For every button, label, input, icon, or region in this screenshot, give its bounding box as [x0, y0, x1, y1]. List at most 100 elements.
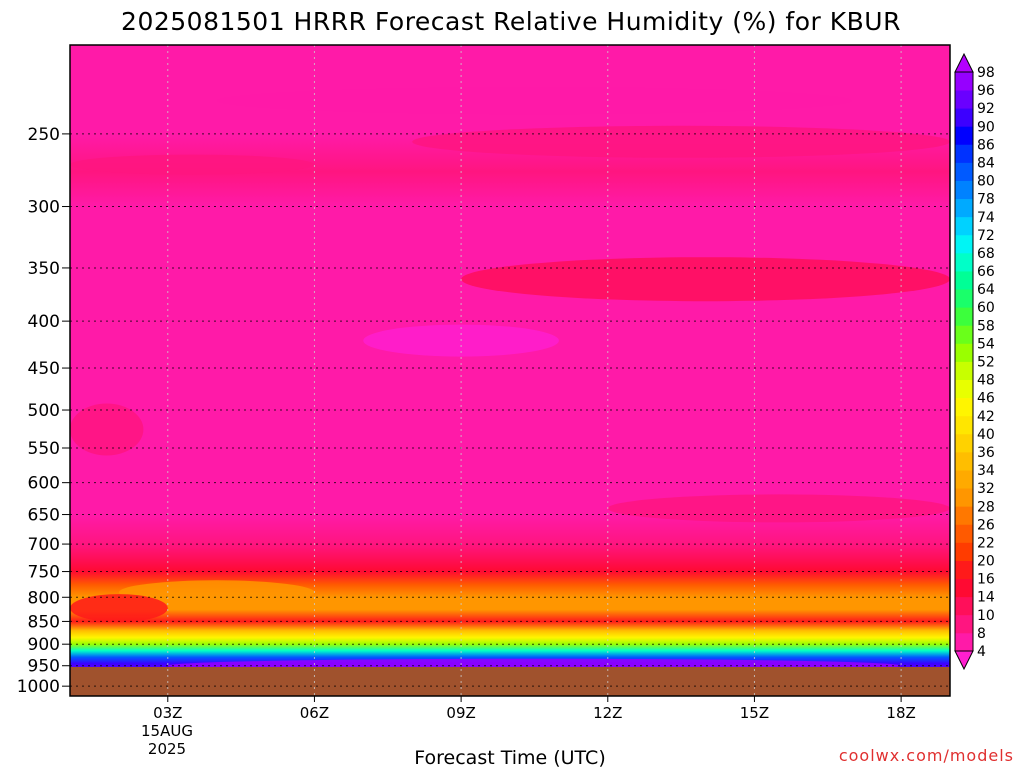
plot-frame [69, 44, 951, 697]
y-tick-label: 400 [28, 312, 60, 332]
colorbar-label: 32 [977, 481, 995, 497]
colorbar-swatch [955, 542, 973, 561]
colorbar-label: 84 [977, 156, 995, 172]
colorbar: 4810141620222628323436404246485254586064… [954, 52, 995, 671]
x-tick-label: 15Z [740, 704, 769, 722]
colorbar-label: 64 [977, 282, 995, 298]
colorbar-label: 28 [977, 499, 995, 515]
x-tick-label: 18Z [886, 704, 915, 722]
y-tick-label: 650 [28, 506, 60, 526]
colorbar-swatch [955, 144, 973, 163]
y-tick-label: 600 [28, 474, 60, 494]
grid-lines [70, 45, 950, 696]
colorbar-label: 36 [977, 445, 995, 461]
moist-patch-left-low [70, 403, 144, 456]
colorbar-label: 52 [977, 355, 995, 371]
colorbar-label: 98 [977, 65, 995, 81]
colorbar-swatch [955, 343, 973, 362]
x-axis-label: Forecast Time (UTC) [414, 747, 605, 768]
colorbar-label: 42 [977, 409, 995, 425]
colorbar-swatch [955, 126, 973, 145]
colorbar-swatch [955, 72, 973, 91]
colorbar-swatch [955, 614, 973, 634]
colorbar-swatch [955, 578, 973, 598]
colorbar-swatch [955, 415, 973, 435]
colorbar-label: 58 [977, 318, 995, 334]
colorbar-swatch [955, 307, 973, 326]
x-date-year: 2025 [148, 740, 186, 758]
colorbar-label: 74 [977, 210, 995, 226]
colorbar-max-arrow [954, 52, 974, 73]
moist-band-upper [216, 86, 853, 115]
colorbar-swatch [955, 470, 973, 489]
colorbar-swatch [955, 361, 973, 380]
chart-title: 2025081501 HRRR Forecast Relative Humidi… [121, 7, 901, 36]
colorbar-label: 80 [977, 174, 995, 190]
y-tick-label: 950 [28, 657, 60, 677]
colorbar-swatch [955, 271, 973, 290]
colorbar-label: 86 [977, 137, 995, 153]
y-tick-label: 350 [28, 259, 60, 279]
colorbar-label: 60 [977, 300, 995, 316]
colorbar-label: 48 [977, 373, 995, 389]
colorbar-swatch [955, 180, 973, 200]
colorbar-min-arrow [954, 650, 974, 671]
moist-band-lower [607, 494, 950, 523]
x-date-day: 15AUG [141, 722, 193, 740]
colorbar-label: 90 [977, 119, 995, 135]
terrain-below-ground [70, 667, 950, 696]
y-axis: 250 300 350 400 450 500 550 600 650 700 750 800 850 9… [17, 125, 70, 697]
x-tick-label: 09Z [446, 704, 475, 722]
colorbar-label: 92 [977, 101, 995, 117]
y-tick-label: 300 [28, 198, 60, 218]
colorbar-swatch [955, 162, 973, 181]
colorbar-swatch [955, 632, 973, 652]
colorbar-swatch [955, 216, 973, 236]
colorbar-label: 14 [977, 590, 995, 606]
colorbar-label: 78 [977, 192, 995, 208]
y-tick-label: 700 [28, 535, 60, 555]
y-tick-label: 1000 [17, 677, 60, 697]
colorbar-swatch [955, 433, 973, 453]
colorbar-label: 34 [977, 463, 995, 479]
colorbar-swatch [955, 198, 973, 218]
colorbar-swatch [955, 379, 973, 399]
y-tick-label: 500 [28, 401, 60, 421]
colorbar-label: 96 [977, 83, 995, 99]
y-tick-label: 750 [28, 563, 60, 583]
colorbar-swatch [955, 506, 973, 525]
colorbar-label: 46 [977, 391, 995, 407]
x-axis: 03Z 06Z 09Z 12Z 15Z 18Z [153, 696, 916, 722]
plot-area [70, 45, 950, 696]
colorbar-swatch [955, 560, 973, 580]
colorbar-label: 66 [977, 264, 995, 280]
moist-band-upper-2 [412, 125, 950, 158]
x-tick-label: 06Z [300, 704, 329, 722]
colorbar-swatch [955, 325, 973, 344]
colorbar-swatch [955, 524, 973, 543]
colorbar-frame [954, 71, 974, 652]
red-patch-left [70, 594, 168, 623]
colorbar-swatch [955, 252, 973, 272]
colorbar-label: 72 [977, 228, 995, 244]
colorbar-swatch [955, 289, 973, 308]
x-tick-label: 03Z [153, 704, 182, 722]
y-tick-label: 850 [28, 612, 60, 632]
colorbar-label: 16 [977, 572, 995, 588]
moist-patch-left [70, 154, 315, 175]
moist-band-mid [461, 257, 950, 302]
credit-text: coolwx.com/models [839, 746, 1014, 765]
colorbar-label: 22 [977, 535, 995, 551]
colorbar-label: 10 [977, 608, 995, 624]
y-tick-label: 550 [28, 439, 60, 459]
y-tick-label: 800 [28, 588, 60, 608]
colorbar-swatch [955, 596, 973, 616]
colorbar-label: 54 [977, 336, 995, 352]
colorbar-label: 40 [977, 427, 995, 443]
colorbar-label: 20 [977, 554, 995, 570]
y-tick-label: 450 [28, 359, 60, 379]
colorbar-label: 4 [977, 644, 986, 660]
y-tick-label: 250 [28, 125, 60, 145]
x-tick-label: 12Z [593, 704, 622, 722]
